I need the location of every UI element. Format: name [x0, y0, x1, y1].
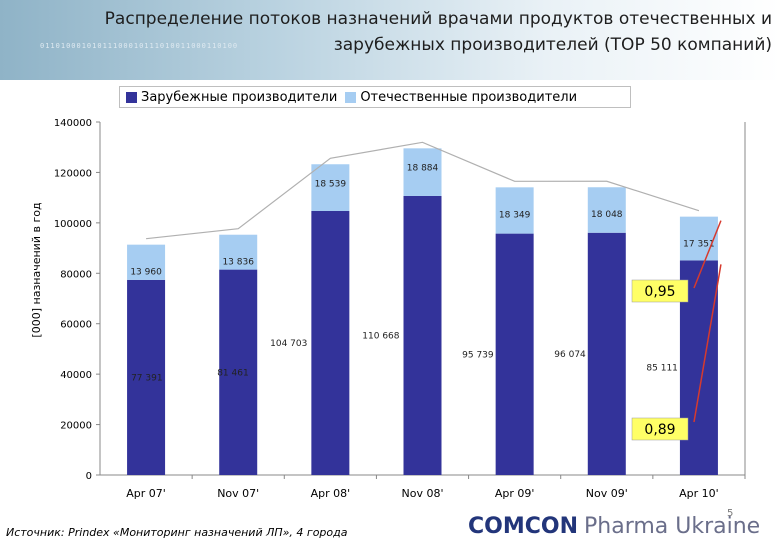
callout-text-2: 0,89: [644, 422, 675, 438]
legend-label-foreign: Зарубежные производители: [141, 89, 338, 105]
y-tick-label: 80000: [60, 269, 92, 280]
x-tick-label: Apr 08': [311, 487, 351, 500]
y-tick-label: 0: [86, 471, 92, 482]
header-banner: 01101000101011100010111010011000110100: [0, 0, 780, 80]
title-line-1: Распределение потоков назначений врачами…: [104, 9, 772, 29]
bar-domestic: [311, 164, 350, 211]
chart-legend: Зарубежные производители Отечественные п…: [119, 86, 631, 108]
x-tick-label: Nov 08': [402, 487, 444, 500]
legend-item-domestic: Отечественные производители: [345, 90, 577, 105]
legend-swatch-domestic: [345, 91, 357, 103]
callout-arrow-2: [693, 264, 722, 423]
bar-foreign: [495, 233, 534, 475]
bar-foreign: [587, 232, 626, 475]
y-tick-label: 20000: [60, 421, 92, 432]
x-tick-label: Apr 10': [679, 487, 719, 500]
bar-foreign: [219, 269, 258, 475]
bar-domestic: [127, 244, 166, 280]
binary-decoration: 01101000101011100010111010011000110100: [40, 42, 239, 50]
source-note: Источник: Prindex «Мониторинг назначений…: [6, 526, 348, 539]
callout-text-1: 0,95: [644, 284, 675, 300]
data-label-domestic: 18 539: [315, 179, 347, 189]
callout-box-1: [631, 279, 689, 303]
data-label-foreign: 85 111: [646, 364, 678, 374]
y-tick-label: 140000: [54, 118, 92, 129]
y-tick-label: 40000: [60, 370, 92, 381]
logo-main: COMCON: [468, 514, 578, 539]
y-tick-label: 120000: [54, 168, 92, 179]
y-tick-label: 100000: [54, 219, 92, 230]
data-label-foreign: 81 461: [217, 368, 249, 378]
trend-line: [146, 141, 700, 240]
data-label-foreign: 104 703: [270, 339, 307, 349]
bar-domestic: [495, 187, 534, 234]
data-label-foreign: 110 668: [362, 331, 399, 341]
x-tick-label: Apr 07': [126, 487, 166, 500]
bar-foreign: [311, 210, 350, 475]
bar-domestic: [587, 187, 626, 233]
bar-domestic: [219, 234, 258, 270]
data-label-domestic: 17 351: [683, 240, 715, 250]
legend-item-foreign: Зарубежные производители: [126, 90, 337, 105]
data-label-domestic: 18 349: [499, 210, 531, 220]
bar-domestic: [403, 148, 442, 196]
data-label-domestic: 13 836: [222, 258, 254, 268]
page-number: 5: [727, 508, 734, 519]
data-label-domestic: 18 048: [591, 210, 623, 220]
callout-arrow-1: [693, 220, 722, 289]
data-label-foreign: 95 739: [462, 350, 494, 360]
bar-foreign: [403, 195, 442, 475]
company-logo: COMCON Pharma Ukraine: [468, 514, 760, 539]
data-label-domestic: 13 960: [130, 268, 162, 278]
x-tick-label: Nov 09': [586, 487, 628, 500]
data-label-domestic: 18 884: [407, 163, 439, 173]
page-title: Распределение потоков назначений врачами…: [52, 6, 772, 58]
y-axis-label: [000] назначений в год: [30, 202, 43, 338]
callout-box-2: [631, 417, 689, 441]
x-tick-label: Apr 09': [495, 487, 535, 500]
legend-swatch-foreign: [126, 91, 137, 103]
data-label-foreign: 96 074: [554, 350, 586, 360]
x-tick-label: Nov 07': [217, 487, 259, 500]
bar-domestic: [679, 216, 718, 261]
logo-sub: Pharma Ukraine: [584, 514, 761, 539]
y-tick-label: 60000: [60, 320, 92, 331]
data-label-foreign: 77 391: [131, 373, 163, 383]
bar-foreign: [127, 279, 166, 475]
title-line-2: зарубежных производителей (ТОР 50 компан…: [333, 35, 772, 55]
legend-label-domestic: Отечественные производители: [360, 89, 578, 105]
